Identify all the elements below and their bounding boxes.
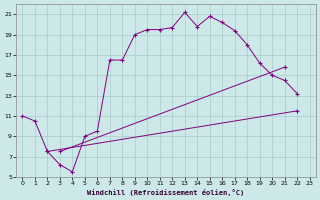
X-axis label: Windchill (Refroidissement éolien,°C): Windchill (Refroidissement éolien,°C) [87, 189, 245, 196]
